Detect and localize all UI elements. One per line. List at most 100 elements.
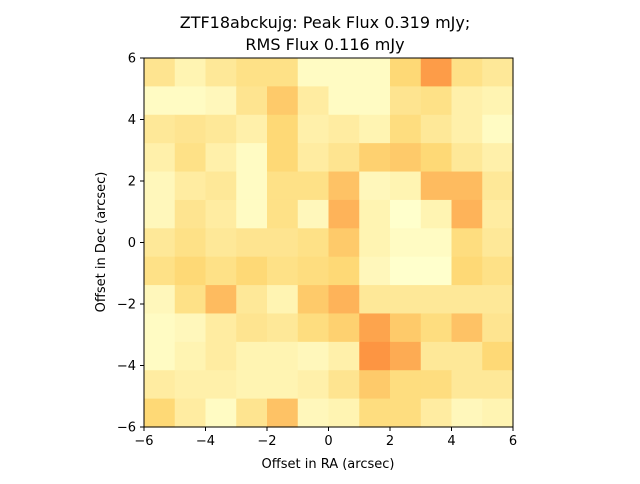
- heatmap-cell: [390, 86, 422, 116]
- heatmap-cell: [359, 199, 391, 229]
- x-tick-label: 6: [509, 434, 517, 449]
- heatmap-cell: [297, 114, 330, 144]
- heatmap-cell: [420, 398, 453, 428]
- heatmap-cell: [236, 313, 268, 343]
- heatmap-cell: [144, 228, 176, 258]
- heatmap-cell: [328, 86, 360, 116]
- heatmap-cell: [359, 58, 391, 87]
- heatmap-cell: [205, 285, 237, 315]
- heatmap-cell: [451, 58, 483, 87]
- heatmap-cell: [390, 228, 422, 258]
- heatmap-cell: [451, 256, 483, 286]
- heatmap-cell: [205, 199, 237, 229]
- heatmap-cell: [359, 398, 391, 428]
- heatmap-cell: [328, 199, 360, 229]
- heatmap-cell: [482, 398, 514, 428]
- heatmap-cell: [174, 285, 207, 315]
- heatmap-cell: [297, 398, 330, 428]
- heatmap-cell: [267, 398, 299, 428]
- heatmap-cell: [451, 199, 483, 229]
- heatmap-cell: [390, 256, 422, 286]
- heatmap-cell: [328, 256, 360, 286]
- heatmap-cell: [328, 398, 360, 428]
- heatmap-cell: [267, 86, 299, 116]
- heatmap-cell: [482, 285, 514, 315]
- heatmap-cell: [205, 58, 237, 87]
- heatmap-cell: [205, 256, 237, 286]
- heatmap-cell: [482, 143, 514, 173]
- heatmap-cell: [174, 228, 207, 258]
- heatmap-cell: [420, 143, 453, 173]
- heatmap-cell: [420, 285, 453, 315]
- chart-title-line2: RMS Flux 0.116 mJy: [245, 35, 404, 54]
- heatmap-cell: [359, 86, 391, 116]
- heatmap-cell: [205, 341, 237, 371]
- heatmap-cell: [174, 199, 207, 229]
- heatmap-cell: [420, 171, 453, 201]
- chart-title-line1: ZTF18abckujg: Peak Flux 0.319 mJy;: [180, 13, 471, 32]
- heatmap-cell: [236, 370, 268, 400]
- heatmap-cell: [297, 58, 330, 87]
- heatmap-cell: [482, 341, 514, 371]
- heatmap-cell: [359, 370, 391, 400]
- heatmap-cell: [144, 58, 176, 87]
- heatmap-cell: [482, 58, 514, 87]
- heatmap-cell: [267, 313, 299, 343]
- heatmap-cell: [267, 114, 299, 144]
- heatmap-cell: [267, 256, 299, 286]
- heatmap-cell: [297, 143, 330, 173]
- heatmap-cell: [144, 341, 176, 371]
- heatmap-cell: [328, 285, 360, 315]
- heatmap-cell: [328, 58, 360, 87]
- heatmap-cell: [236, 398, 268, 428]
- heatmap-cell: [482, 370, 514, 400]
- heatmap-cell: [451, 228, 483, 258]
- heatmap-cell: [174, 171, 207, 201]
- heatmap-cell: [267, 285, 299, 315]
- heatmap-cell: [420, 256, 453, 286]
- x-tick-label: −6: [134, 434, 153, 449]
- heatmap-cell: [297, 228, 330, 258]
- heatmap-cell: [236, 228, 268, 258]
- heatmap-cell: [236, 58, 268, 87]
- heatmap-cell: [236, 86, 268, 116]
- heatmap-cell: [359, 143, 391, 173]
- x-tick-label: 2: [386, 434, 394, 449]
- heatmap-cell: [144, 114, 176, 144]
- y-tick-label: −2: [117, 298, 136, 313]
- heatmap-cell: [297, 285, 330, 315]
- heatmap-cell: [236, 199, 268, 229]
- heatmap-cell: [267, 58, 299, 87]
- heatmap-cell: [205, 114, 237, 144]
- heatmap-cell: [174, 341, 207, 371]
- heatmap-cell: [205, 313, 237, 343]
- heatmap-cell: [482, 171, 514, 201]
- heatmap-cell: [267, 370, 299, 400]
- heatmap-cell: [390, 199, 422, 229]
- heatmap-cell: [390, 58, 422, 87]
- x-tick-label: 4: [447, 434, 455, 449]
- heatmap-cell: [359, 171, 391, 201]
- heatmap-cell: [267, 171, 299, 201]
- y-axis-label: Offset in Dec (arcsec): [94, 172, 109, 313]
- heatmap-cell: [420, 370, 453, 400]
- heatmap-cell: [144, 370, 176, 400]
- heatmap-cell: [236, 143, 268, 173]
- heatmap-cell: [328, 370, 360, 400]
- heatmap-cell: [205, 370, 237, 400]
- heatmap-cell: [205, 228, 237, 258]
- heatmap-cell: [482, 199, 514, 229]
- heatmap-cell: [267, 228, 299, 258]
- heatmap-cell: [420, 58, 453, 87]
- heatmap-cell: [144, 171, 176, 201]
- heatmap-cell: [328, 171, 360, 201]
- y-tick-label: 0: [128, 236, 136, 251]
- heatmap-cell: [420, 341, 453, 371]
- heatmap-cell: [297, 256, 330, 286]
- x-tick-label: −4: [196, 434, 215, 449]
- heatmap-cell: [390, 143, 422, 173]
- heatmap-cell: [144, 285, 176, 315]
- heatmap-cell: [297, 313, 330, 343]
- x-axis-ticks: −6 −4 −2 0 2 4 6: [134, 427, 517, 449]
- y-tick-label: 6: [128, 52, 136, 67]
